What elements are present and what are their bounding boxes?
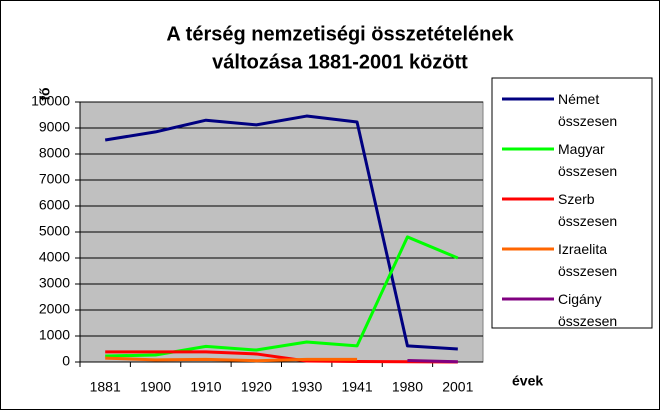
y-tick-label: 0 — [62, 353, 70, 369]
y-tick-label: 2000 — [39, 301, 70, 317]
legend-entry: Szerb összesen — [558, 191, 618, 229]
series-line — [105, 350, 458, 364]
y-tick-label: 5000 — [39, 223, 70, 239]
x-tick-label: 1900 — [140, 379, 171, 395]
chart-title: változása 1881-2001 között — [212, 51, 468, 73]
legend-label: Magyar összesen — [558, 141, 618, 179]
x-tick-label: 2001 — [442, 379, 473, 395]
series-line — [104, 114, 458, 351]
series-line — [105, 356, 358, 363]
legend-entry: Izraelita összesen — [558, 241, 618, 279]
series-line — [407, 358, 458, 364]
x-tick-label: 1881 — [90, 379, 121, 395]
legend-entry: Magyar összesen — [558, 141, 618, 179]
y-tick-label: 7000 — [39, 171, 70, 187]
y-tick-label: 1000 — [39, 327, 70, 343]
legend-label: Szerb összesen — [558, 191, 618, 229]
y-axis-label: fő — [37, 87, 53, 100]
x-tick-label: 1941 — [341, 379, 372, 395]
legend-entry: Német összesen — [558, 91, 618, 129]
x-tick-label: 1910 — [190, 379, 221, 395]
x-tick-label: 1920 — [241, 379, 272, 395]
legend-entry: Cigány összesen — [558, 291, 618, 329]
x-tick-label: 1930 — [291, 379, 322, 395]
x-tick-label: 1980 — [392, 379, 423, 395]
y-tick-label: 6000 — [39, 197, 70, 213]
y-tick-label: 8000 — [39, 145, 70, 161]
legend-label: Izraelita összesen — [558, 241, 618, 279]
chart-title: A térség nemzetiségi összetételének — [166, 23, 514, 45]
y-tick-label: 3000 — [39, 275, 70, 291]
y-tick-label: 4000 — [39, 249, 70, 265]
y-tick-label: 10000 — [31, 93, 70, 109]
x-axis-label: évek — [512, 373, 543, 389]
series-line — [105, 235, 459, 358]
y-tick-label: 9000 — [39, 119, 70, 135]
legend-box — [491, 77, 653, 329]
legend-label: Cigány összesen — [558, 291, 618, 329]
legend-label: Német összesen — [558, 91, 618, 129]
